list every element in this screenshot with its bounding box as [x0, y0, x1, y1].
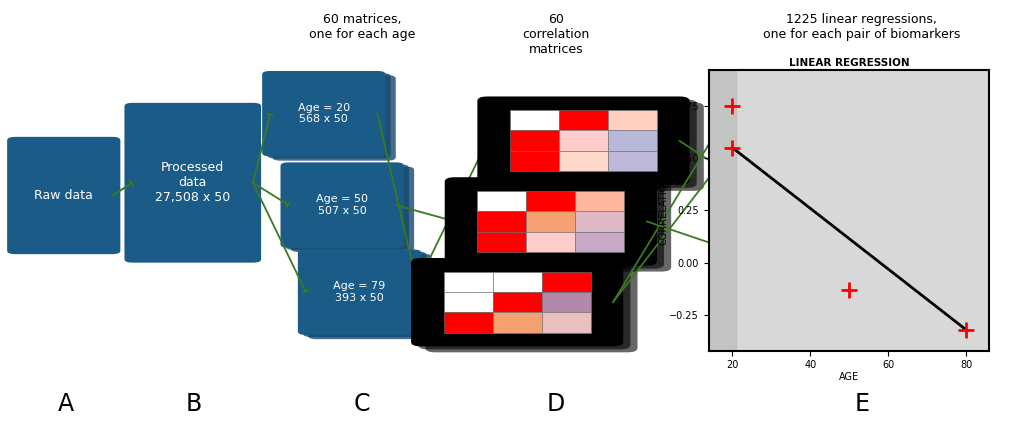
- FancyBboxPatch shape: [451, 180, 663, 269]
- Bar: [607, 130, 656, 151]
- Bar: [575, 232, 624, 252]
- FancyBboxPatch shape: [7, 137, 120, 254]
- FancyBboxPatch shape: [262, 71, 385, 156]
- Bar: [708, 70, 736, 351]
- Text: Processed
data
27,508 x 50: Processed data 27,508 x 50: [155, 161, 230, 204]
- FancyBboxPatch shape: [124, 103, 261, 263]
- FancyBboxPatch shape: [491, 102, 703, 191]
- X-axis label: AGE: AGE: [839, 372, 858, 382]
- Bar: [443, 312, 492, 333]
- Text: A: A: [58, 392, 74, 416]
- Text: Age = 50
507 x 50: Age = 50 507 x 50: [316, 194, 368, 216]
- Bar: [558, 130, 607, 151]
- Bar: [492, 312, 541, 333]
- FancyBboxPatch shape: [425, 264, 637, 352]
- Text: B: B: [185, 392, 202, 416]
- Bar: [607, 151, 656, 171]
- FancyBboxPatch shape: [285, 164, 409, 250]
- Bar: [558, 151, 607, 171]
- Bar: [558, 110, 607, 130]
- FancyBboxPatch shape: [308, 254, 431, 339]
- Title: LINEAR REGRESSION: LINEAR REGRESSION: [788, 58, 909, 68]
- FancyBboxPatch shape: [477, 96, 689, 185]
- Bar: [541, 312, 590, 333]
- Bar: [575, 191, 624, 211]
- Bar: [510, 130, 558, 151]
- Bar: [477, 191, 526, 211]
- FancyBboxPatch shape: [444, 177, 656, 266]
- Bar: [575, 211, 624, 232]
- FancyBboxPatch shape: [418, 261, 630, 349]
- Bar: [526, 211, 575, 232]
- Text: Age = 79
393 x 50: Age = 79 393 x 50: [333, 281, 385, 303]
- Bar: [541, 292, 590, 312]
- Bar: [443, 272, 492, 292]
- FancyBboxPatch shape: [411, 258, 623, 346]
- Bar: [477, 211, 526, 232]
- Y-axis label: CORRELATION: CORRELATION: [657, 176, 667, 245]
- Bar: [541, 272, 590, 292]
- Text: D: D: [546, 392, 565, 416]
- Bar: [443, 292, 492, 312]
- Bar: [526, 232, 575, 252]
- FancyBboxPatch shape: [298, 249, 421, 335]
- Bar: [510, 110, 558, 130]
- Bar: [607, 110, 656, 130]
- Bar: [510, 151, 558, 171]
- FancyBboxPatch shape: [459, 183, 671, 272]
- Bar: [526, 191, 575, 211]
- Bar: [477, 232, 526, 252]
- FancyBboxPatch shape: [484, 99, 696, 188]
- FancyBboxPatch shape: [267, 73, 390, 159]
- Text: 1225 linear regressions,
one for each pair of biomarkers: 1225 linear regressions, one for each pa…: [762, 13, 960, 41]
- FancyBboxPatch shape: [280, 162, 404, 248]
- Bar: [492, 292, 541, 312]
- Text: Raw data: Raw data: [35, 189, 93, 202]
- FancyBboxPatch shape: [272, 75, 395, 161]
- FancyBboxPatch shape: [290, 167, 414, 252]
- Text: Age = 20
568 x 50: Age = 20 568 x 50: [298, 103, 350, 125]
- Text: E: E: [854, 392, 868, 416]
- Text: 60 matrices,
one for each age: 60 matrices, one for each age: [309, 13, 415, 41]
- FancyBboxPatch shape: [303, 252, 426, 337]
- Bar: [492, 272, 541, 292]
- Text: 60
correlation
matrices: 60 correlation matrices: [522, 13, 589, 56]
- Text: C: C: [354, 392, 370, 416]
